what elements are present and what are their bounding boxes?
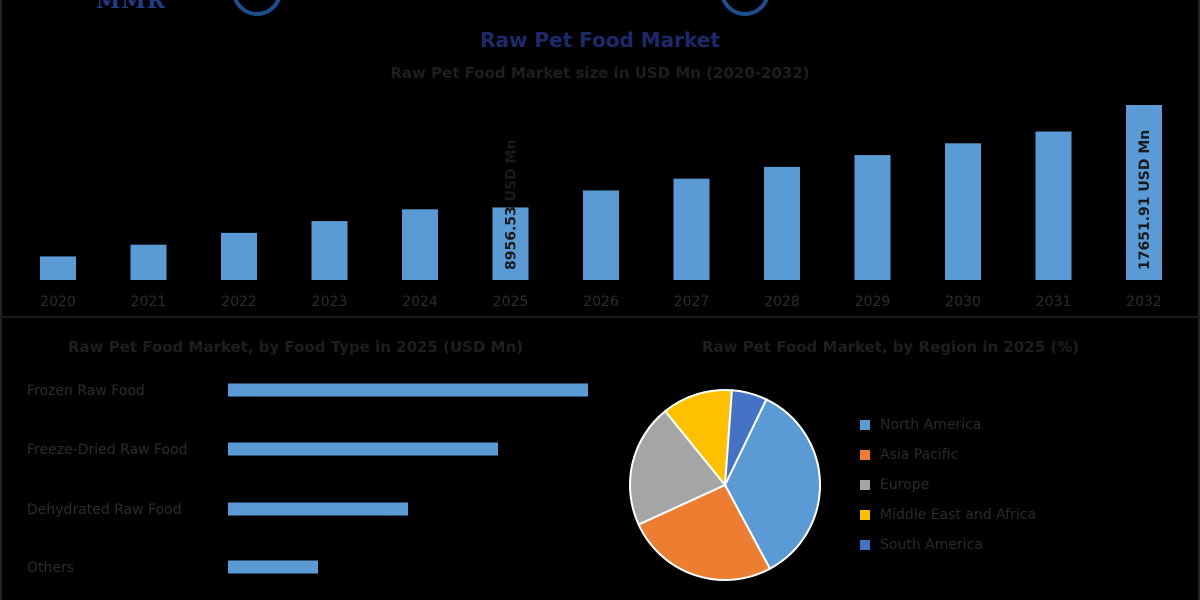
pie-slice-1: [637, 483, 772, 581]
food-type-bar-chart: Frozen Raw Food Freeze-Dried Raw Food Dehy…: [27, 383, 588, 576]
pie-slice-2: [629, 409, 727, 526]
bar-2020: [40, 256, 76, 280]
bar-2030: [945, 143, 981, 280]
x-tick-label: 2021: [131, 294, 167, 310]
bar-2021: [130, 244, 167, 280]
legend-label: South America: [880, 537, 983, 553]
decorative-circle-icon: [720, 0, 770, 16]
legend-item: Asia Pacific: [860, 440, 1036, 470]
x-tick-label: 2030: [945, 294, 981, 310]
x-tick-label: 2027: [674, 294, 710, 310]
bar-2027: [673, 178, 710, 280]
frame-left-border: [0, 0, 2, 600]
bar-2023: [311, 221, 348, 280]
legend-label: Asia Pacific: [880, 447, 959, 463]
x-tick-label: 2031: [1036, 294, 1072, 310]
legend-item: Middle East and Africa: [860, 500, 1036, 530]
bar-2028: [764, 166, 800, 280]
section-divider: [0, 316, 1200, 318]
y-category-label: Others: [27, 560, 74, 576]
legend-swatch: [860, 420, 870, 430]
bar-2032: [1126, 105, 1162, 280]
food-type-chart-title: Raw Pet Food Market, by Food Type in 202…: [68, 338, 524, 356]
region-chart-title: Raw Pet Food Market, by Region in 2025 (…: [702, 338, 1080, 356]
x-tick-label: 2029: [855, 294, 891, 310]
x-tick-label: 2028: [764, 294, 800, 310]
market-size-bar-chart: 2020 2021 2022 2023 2024 2025 2026 2027 2028 2029…: [40, 105, 1162, 310]
bar-data-label: 17651.91 USD Mn: [1137, 130, 1153, 270]
x-tick-label: 2023: [312, 294, 348, 310]
hbar-2: [228, 502, 408, 516]
legend-swatch: [860, 450, 870, 460]
brand-logo-text: MMR: [96, 0, 166, 14]
pie-slice-3: [663, 389, 734, 488]
legend-swatch: [860, 540, 870, 550]
pie-slice-0: [723, 398, 821, 571]
bar-2024: [402, 209, 438, 280]
legend-item: North America: [860, 410, 1036, 440]
legend-swatch: [860, 480, 870, 490]
bar-2029: [854, 155, 891, 280]
legend-item: Europe: [860, 470, 1036, 500]
x-tick-label: 2022: [221, 294, 257, 310]
x-tick-label: 2026: [583, 294, 619, 310]
x-tick-label: 2025: [493, 294, 529, 310]
x-tick-label: 2032: [1126, 294, 1162, 310]
legend-label: Europe: [880, 477, 930, 493]
hbar-1: [228, 442, 498, 456]
chart-title: Raw Pet Food Market: [480, 28, 720, 52]
hbar-3: [228, 560, 318, 574]
bar-2026: [583, 190, 619, 280]
chart-subtitle: Raw Pet Food Market size in USD Mn (2020…: [390, 64, 810, 82]
region-legend: North America Asia Pacific Europe Middle Ea…: [860, 410, 1036, 560]
y-category-label: Freeze-Dried Raw Food: [27, 442, 188, 458]
y-category-label: Frozen Raw Food: [27, 383, 145, 399]
hbar-0: [228, 383, 588, 397]
region-pie-chart: [629, 389, 821, 581]
legend-label: North America: [880, 417, 982, 433]
y-category-label: Dehydrated Raw Food: [27, 502, 182, 518]
frame-right-border: [1198, 0, 1200, 600]
legend-item: South America: [860, 530, 1036, 560]
bar-2022: [221, 232, 257, 280]
bar-2031: [1035, 131, 1072, 280]
legend-swatch: [860, 510, 870, 520]
x-tick-label: 2024: [402, 294, 438, 310]
pie-slice-4: [724, 389, 768, 486]
bar-data-label: 8956.53 USD Mn: [504, 140, 520, 270]
legend-label: Middle East and Africa: [880, 507, 1037, 523]
decorative-circle-icon: [232, 0, 282, 16]
x-tick-label: 2020: [40, 294, 76, 310]
bar-2025: [492, 207, 529, 280]
